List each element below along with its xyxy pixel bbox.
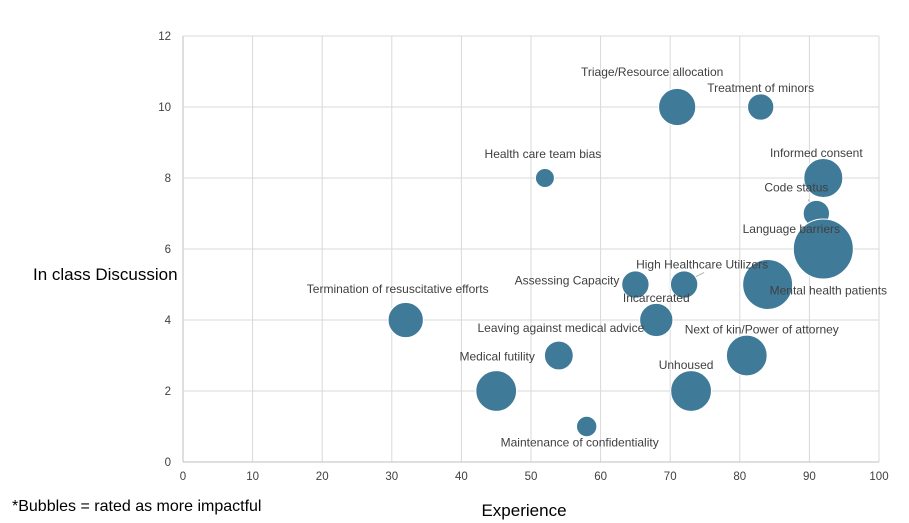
bubble-point [475,370,518,412]
footnote: *Bubbles = rated as more impactful [12,498,261,515]
x-tick-label: 50 [525,471,538,483]
x-tick-label: 70 [664,471,677,483]
x-tick-label: 100 [869,471,888,483]
x-tick-label: 60 [594,471,607,483]
bubble-data-label: Health care team bias [485,147,602,161]
bubble-point [387,301,424,339]
y-axis-title: In class Discussion [33,265,178,284]
bubble-data-label: Next of kin/Power of attorney [685,323,839,337]
y-tick-label: 4 [165,315,172,327]
x-tick-label: 20 [316,471,329,483]
bubble-point [803,157,844,199]
grid [182,35,880,463]
bubble-point [747,93,775,121]
bubble-point [725,334,768,377]
bubble-point [670,370,712,412]
y-tick-label: 12 [158,31,171,43]
bubble-data-label: Maintenance of confidentiality [501,436,659,450]
bubble-data-label: Language barriers [743,222,840,236]
bubble-data-label: Treatment of minors [707,81,814,95]
x-tick-label: 0 [180,471,186,483]
bubble-data-label: Incarcerated [623,291,690,305]
bubble-point [534,168,555,188]
bubble-point [575,415,598,438]
bubble-data-label: Medical futility [459,350,534,364]
bubble-data-label: Triage/Resource allocation [581,65,723,79]
bubble-data-label: Termination of resuscitative efforts [307,282,489,296]
y-tick-label: 6 [165,244,171,256]
bubble-data-label: Code status [764,181,828,195]
bubble-data-label: Informed consent [770,146,863,160]
bubble-point [669,270,699,299]
x-axis-title: Experience [481,501,566,520]
bubble-data-label: Assessing Capacity [515,274,620,288]
bubbles [387,87,854,438]
bubble-data-label: Unhoused [659,358,714,372]
bubble-data-label: Leaving against medical advice [477,321,644,335]
bubble-point [621,270,650,299]
bubble-point [543,340,574,371]
bubble-data-label: High Healthcare Utilizers [636,258,768,272]
bubble-point [639,302,674,338]
bubble-labels: Triage/Resource allocation Treatment of m… [307,65,887,450]
axis-ticks: 0 10 20 30 40 50 60 70 80 90 100 0 2 4 6 8 10 12 [158,31,888,483]
bubble-point [792,218,854,280]
x-tick-label: 10 [246,471,259,483]
x-tick-label: 90 [803,471,816,483]
bubble-data-label: Mental health patients [770,284,887,298]
x-tick-label: 80 [733,471,746,483]
bubble-point [742,259,794,310]
bubble-point [658,87,697,127]
y-tick-label: 2 [165,386,171,398]
y-tick-label: 8 [165,173,171,185]
x-tick-label: 30 [385,471,398,483]
y-tick-label: 10 [158,102,171,114]
x-tick-label: 40 [455,471,468,483]
y-tick-label: 0 [165,457,171,469]
